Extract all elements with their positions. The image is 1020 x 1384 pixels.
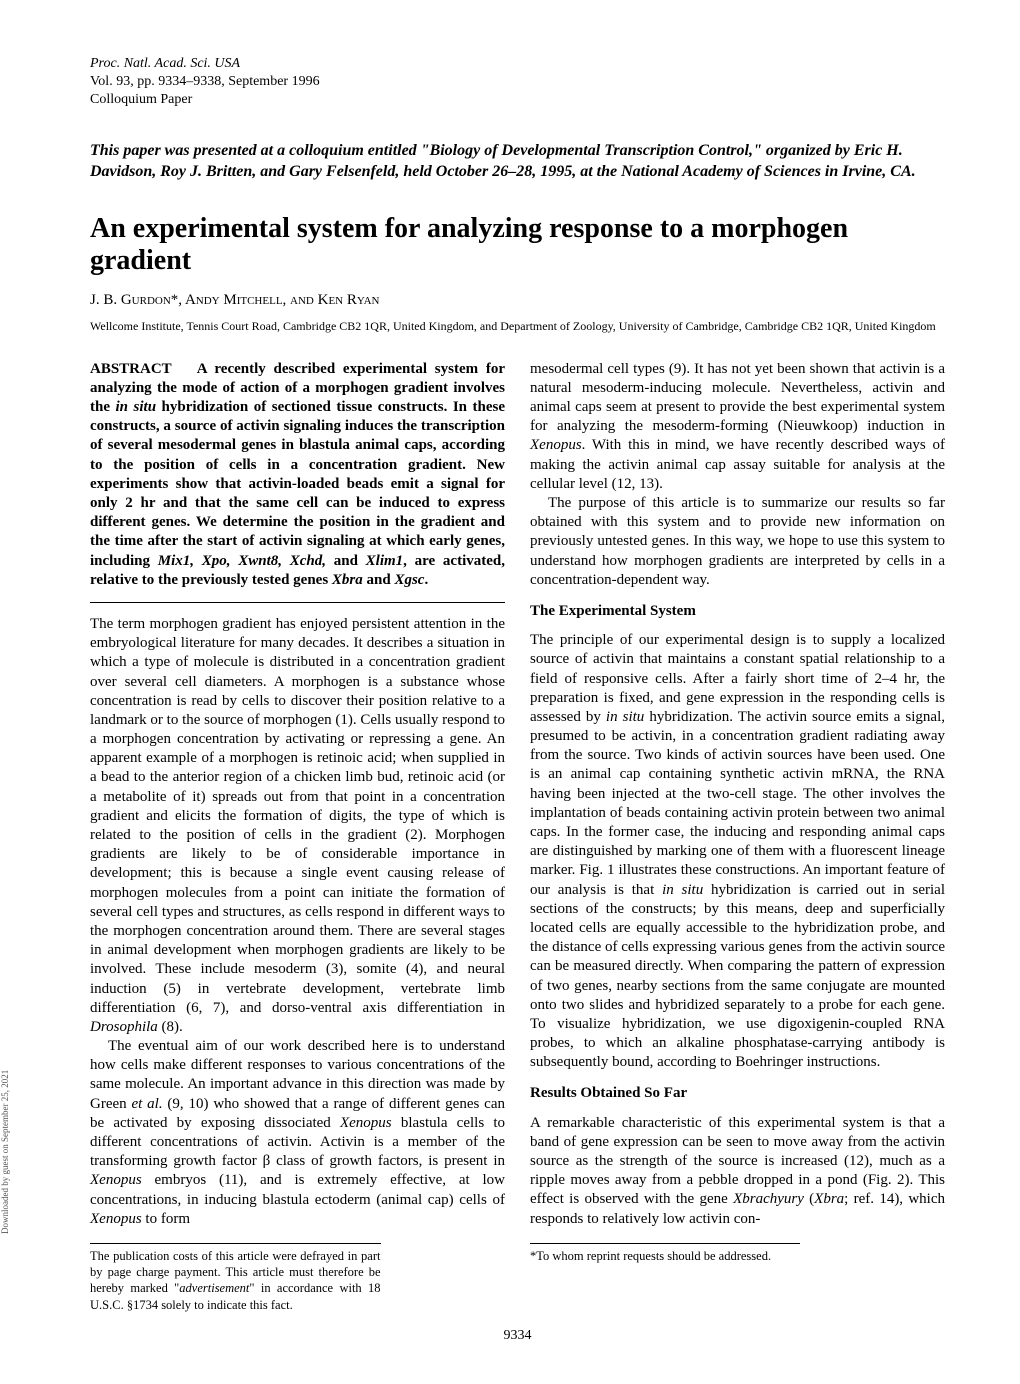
authors: J. B. Gurdon*, Andy Mitchell, and Ken Ry…: [90, 292, 945, 309]
right-paragraph-1: mesodermal cell types (9). It has not ye…: [530, 360, 945, 494]
volume-info: Vol. 93, pp. 9334–9338, September 1996: [90, 73, 945, 91]
page-number: 9334: [90, 1328, 945, 1344]
abstract-text: A recently described experimental system…: [90, 361, 505, 588]
two-column-body: ABSTRACTA recently described experimenta…: [90, 360, 945, 1313]
section-experimental-system: The Experimental System: [530, 602, 945, 621]
paper-page: Downloaded by guest on September 25, 202…: [0, 0, 1020, 1384]
footnote-right: *To whom reprint requests should be addr…: [530, 1243, 800, 1264]
right-paragraph-2: The purpose of this article is to summar…: [530, 494, 945, 590]
right-paragraph-3: The principle of our experimental design…: [530, 631, 945, 1072]
colloquium-note: This paper was presented at a colloquium…: [90, 140, 945, 183]
right-paragraph-4: A remarkable characteristic of this expe…: [530, 1114, 945, 1229]
abstract: ABSTRACTA recently described experimenta…: [90, 360, 505, 590]
footnote-left: The publication costs of this article we…: [90, 1243, 381, 1313]
abstract-label: ABSTRACT: [90, 360, 172, 379]
journal-header: Proc. Natl. Acad. Sci. USA Vol. 93, pp. …: [90, 55, 945, 110]
intro-paragraph-2: The eventual aim of our work described h…: [90, 1037, 505, 1229]
abstract-rule: [90, 602, 505, 603]
intro-paragraph-1: The term morphogen gradient has enjoyed …: [90, 615, 505, 1037]
affiliation: Wellcome Institute, Tennis Court Road, C…: [90, 319, 945, 335]
download-watermark: Downloaded by guest on September 25, 202…: [0, 1070, 10, 1234]
section-results: Results Obtained So Far: [530, 1084, 945, 1103]
journal-name: Proc. Natl. Acad. Sci. USA: [90, 55, 945, 73]
article-title: An experimental system for analyzing res…: [90, 213, 945, 277]
left-column: ABSTRACTA recently described experimenta…: [90, 360, 505, 1313]
paper-type: Colloquium Paper: [90, 91, 945, 109]
right-column: mesodermal cell types (9). It has not ye…: [530, 360, 945, 1313]
